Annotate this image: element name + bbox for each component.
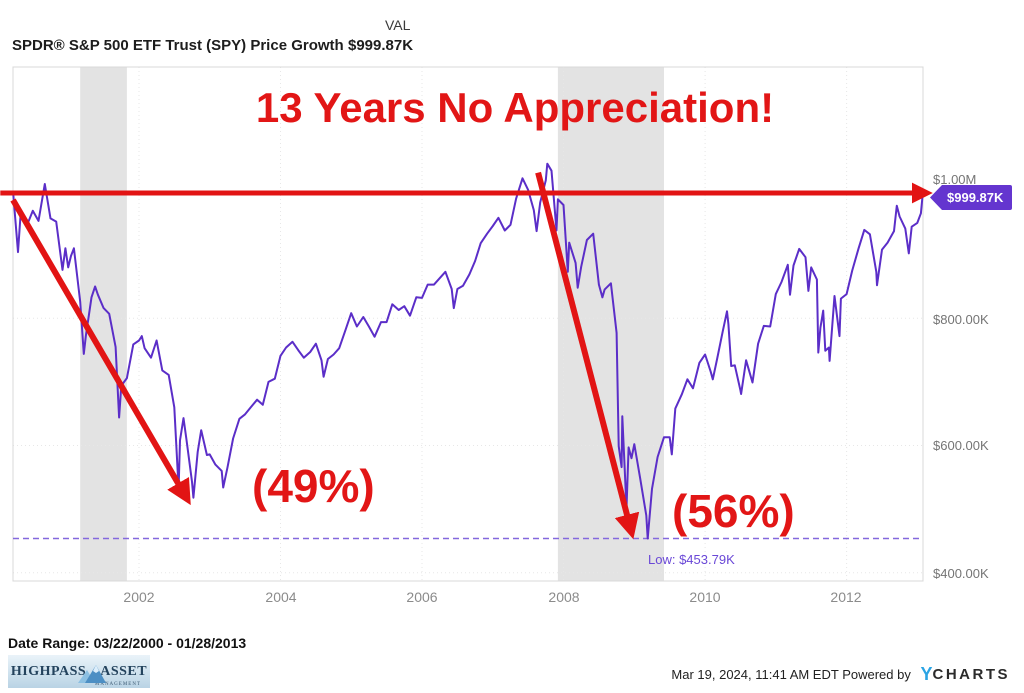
powered-by-label: Powered by [842, 667, 911, 682]
recession-band [557, 67, 664, 581]
x-axis-label-2004: 2004 [265, 589, 297, 605]
x-axis-label-2008: 2008 [548, 589, 580, 605]
x-axis-label-2010: 2010 [689, 589, 721, 605]
highpass-asset-logo: HIGHPASS ASSET MANAGEMENT [8, 655, 150, 688]
annotation-arrow-crash-2000-2002 [10, 198, 191, 506]
logo-text-asset: ASSET [100, 663, 148, 679]
y-axis-label-600k: $600.00K [933, 438, 989, 453]
logo-text-highpass: HIGHPASS [10, 663, 87, 679]
last-value-badge: $999.87K [930, 185, 1013, 210]
chart-current-value: $999.87K [348, 37, 414, 54]
chart-title: SPDR® S&P 500 ETF Trust (SPY) Price Grow… [12, 37, 344, 54]
annotation-arrow-crash-2007-2009 [535, 171, 640, 540]
x-axis-label-2012: 2012 [830, 589, 862, 605]
footer-attribution: Mar 19, 2024, 11:41 AM EDT Powered by YC… [671, 664, 1010, 685]
x-axis-label-2006: 2006 [406, 589, 438, 605]
ycharts-logo-text: CHARTS [932, 666, 1010, 683]
plot-border [12, 66, 924, 582]
annotation-headline: 13 Years No Appreciation! [255, 84, 775, 131]
timestamp: Mar 19, 2024, 11:41 AM EDT [671, 667, 839, 682]
y-axis-label-800k: $800.00K [933, 312, 989, 327]
y-axis-label-1m: $1.00M [933, 172, 977, 187]
annotation-drawdown-49: (49%) [252, 460, 375, 512]
annotation-drawdown-56: (56%) [672, 485, 795, 537]
ycharts-logo-y: Y [920, 664, 933, 684]
date-range-label: Date Range: 03/22/2000 - 01/28/2013 [8, 635, 247, 651]
mountain-icon [78, 664, 107, 683]
logo-text-management: MANAGEMENT [94, 682, 141, 687]
y-axis-label-400k: $400.00K [933, 566, 989, 581]
x-axis-label-2002: 2002 [123, 589, 155, 605]
value-column-header: VAL [385, 17, 411, 33]
low-marker-label: Low: $453.79K [648, 552, 735, 567]
spy-price-line [12, 162, 924, 540]
